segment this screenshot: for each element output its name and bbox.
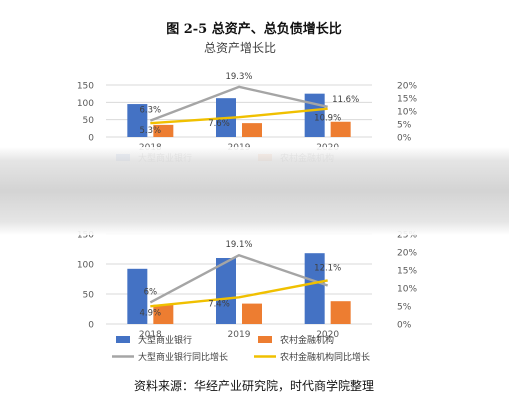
y-right-tick-label: 15% bbox=[397, 267, 417, 277]
data-label: 4.9% bbox=[140, 308, 162, 318]
data-label: 5.3% bbox=[140, 126, 162, 136]
bar-large-bank bbox=[304, 253, 325, 324]
chart-total-liabilities: 0 50 100 150 0% 5% 10% 15% 20% 25% 2018 2019 2020 6% 1… bbox=[77, 231, 418, 364]
bar-large-bank bbox=[127, 104, 148, 137]
y-right-tick-label: 0% bbox=[397, 321, 412, 331]
data-label: 7.4% bbox=[208, 299, 230, 309]
y-right-tick-label: 10% bbox=[397, 108, 417, 118]
bar-large-bank bbox=[216, 258, 236, 324]
data-label: 11.6% bbox=[332, 95, 359, 105]
line-rural-growth bbox=[150, 107, 328, 125]
figure-caption: 图 2-5 总资产、总负债增长比 bbox=[166, 21, 342, 37]
y-right-tick-label: 25% bbox=[397, 231, 417, 241]
bar-rural bbox=[153, 124, 174, 137]
line-large-bank-growth bbox=[149, 85, 328, 122]
data-label: 6% bbox=[144, 287, 158, 297]
data-label: 10.9% bbox=[314, 114, 341, 124]
y-right-tick-label: 20% bbox=[397, 249, 417, 259]
legend-label: 农村金融机构 bbox=[280, 334, 334, 346]
y-left-tick-label: 50 bbox=[83, 116, 95, 126]
y-right-tick-label: 15% bbox=[397, 95, 417, 105]
y-left-tick-label: 0 bbox=[88, 134, 94, 144]
data-label: 12.1% bbox=[314, 263, 341, 273]
chart-total-assets: 总资产增长比0501001500%5%10%15%20%201820192020… bbox=[77, 41, 418, 164]
x-tick-label: 2020 bbox=[316, 330, 339, 340]
y-left-tick-label: 100 bbox=[77, 99, 94, 109]
y-left-tick-label: 50 bbox=[83, 291, 95, 301]
chart-title: 总资产增长比 bbox=[204, 41, 276, 55]
legend-swatch bbox=[116, 336, 130, 343]
bar-rural bbox=[242, 303, 262, 324]
bar-rural bbox=[330, 301, 351, 324]
smear-overlay bbox=[0, 147, 509, 235]
y-right-tick-label: 20% bbox=[397, 82, 417, 92]
legend-label: 大型商业银行同比增长 bbox=[138, 351, 228, 363]
y-right-tick-label: 5% bbox=[397, 303, 412, 313]
bar-rural bbox=[242, 123, 262, 137]
legend-swatch bbox=[258, 336, 272, 343]
bar-rural bbox=[330, 121, 351, 137]
data-label: 19.3% bbox=[225, 72, 252, 82]
y-right-tick-label: 0% bbox=[397, 134, 412, 144]
bar-rural bbox=[153, 304, 174, 324]
line-large-bank-growth bbox=[149, 254, 329, 304]
data-label: 7.6% bbox=[208, 119, 230, 129]
x-tick-label: 2019 bbox=[228, 330, 251, 340]
source-note: 资料来源：华经产业研究院，时代商学院整理 bbox=[134, 378, 374, 393]
data-label: 19.1% bbox=[225, 240, 252, 250]
legend-label: 农村金融机构同比增长 bbox=[280, 351, 370, 363]
legend-label: 大型商业银行 bbox=[138, 334, 192, 346]
line-rural-growth bbox=[150, 279, 328, 308]
bar-large-bank bbox=[127, 268, 148, 324]
y-left-tick-label: 150 bbox=[77, 231, 94, 241]
y-right-tick-label: 10% bbox=[397, 285, 417, 295]
y-left-tick-label: 100 bbox=[77, 261, 94, 271]
y-right-tick-label: 5% bbox=[397, 121, 412, 131]
data-label: 6.3% bbox=[140, 106, 162, 116]
x-tick-label: 2018 bbox=[139, 330, 162, 340]
y-left-tick-label: 0 bbox=[88, 321, 94, 331]
y-left-tick-label: 150 bbox=[77, 82, 94, 92]
